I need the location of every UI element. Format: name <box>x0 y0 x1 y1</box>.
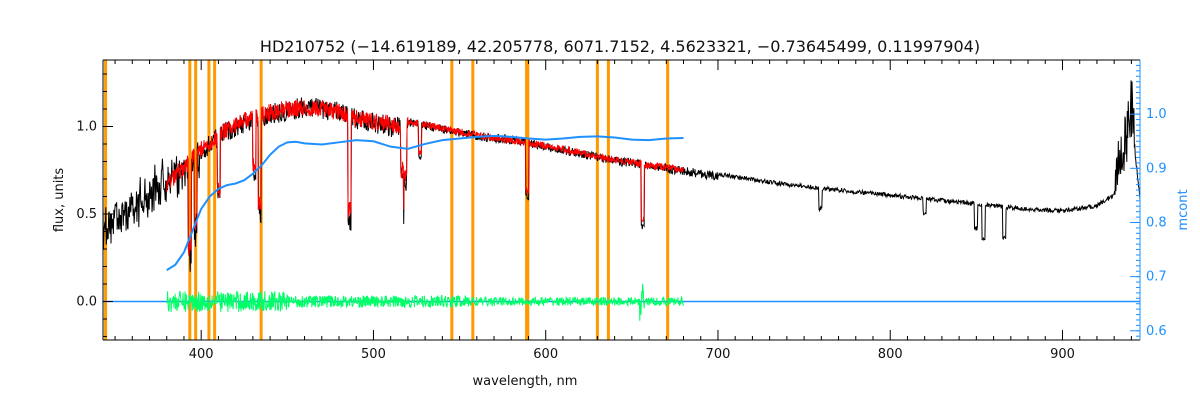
chart-title: HD210752 (−14.619189, 42.205778, 6071.71… <box>260 37 980 56</box>
series-mcont <box>166 134 684 271</box>
y-axis-label: flux, units <box>52 168 67 233</box>
x-tick-label-800: 800 <box>878 347 903 362</box>
y-tick-label-0.5: 0.5 <box>76 207 97 222</box>
x-tick-label-400: 400 <box>189 347 214 362</box>
masked-line-3 <box>207 60 211 340</box>
x-tick-label-500: 500 <box>361 347 386 362</box>
x-tick-label-600: 600 <box>533 347 558 362</box>
series-observed <box>102 80 1141 272</box>
x-tick-label-700: 700 <box>706 347 731 362</box>
y2-tick-label-0.9: 0.9 <box>1146 161 1167 176</box>
series-model <box>166 99 684 256</box>
masked-line-11 <box>606 60 610 340</box>
masked-line-4 <box>213 60 217 340</box>
y2-tick-label-0.6: 0.6 <box>1146 324 1167 339</box>
y-tick-label-0: 0.0 <box>76 295 97 310</box>
y2-tick-label-1: 1.0 <box>1146 107 1167 122</box>
masked-line-0 <box>104 60 108 340</box>
series-group <box>102 80 1141 321</box>
y2-axis-label: mcont <box>1176 189 1191 230</box>
masked-line-2 <box>194 60 198 340</box>
series-residual <box>166 283 684 321</box>
x-axis-label: wavelength, nm <box>473 374 578 389</box>
masked-line-1 <box>188 60 192 340</box>
y2-tick-label-0.7: 0.7 <box>1146 270 1167 285</box>
y2-tick-label-0.8: 0.8 <box>1146 215 1167 230</box>
masked-line-10 <box>595 60 599 340</box>
axes-group: 400 500 600 700 800 900 0.0 0.5 1.0 0.6 0.7 0.8 0.9 1… <box>76 59 1167 362</box>
x-tick-label-900: 900 <box>1050 347 1075 362</box>
masked-line-7 <box>471 60 475 340</box>
masked-line-6 <box>450 60 454 340</box>
y-tick-label-1: 1.0 <box>76 120 97 135</box>
masked-line-12 <box>666 60 670 340</box>
